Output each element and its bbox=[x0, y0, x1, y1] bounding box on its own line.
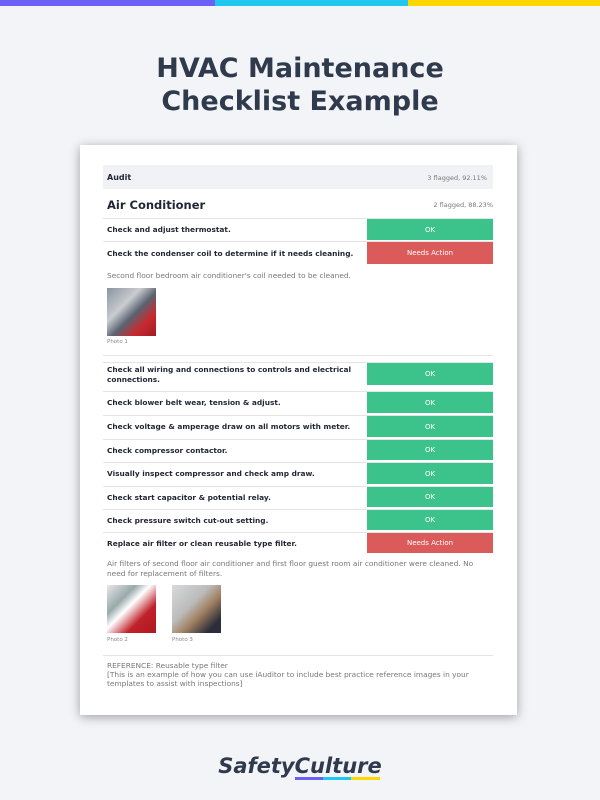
checklist-question: Check and adjust thermostat. bbox=[107, 225, 231, 234]
photo-thumbnail[interactable] bbox=[107, 288, 156, 336]
checklist-question: Check compressor contactor. bbox=[107, 445, 228, 455]
checklist-row: Check all wiring and connections to cont… bbox=[103, 362, 493, 385]
checklist-question: Check blower belt wear, tension & adjust… bbox=[107, 398, 281, 407]
status-needs-action-button[interactable]: Needs Action bbox=[367, 533, 493, 553]
audit-score: 3 flagged, 92.11% bbox=[427, 174, 487, 182]
checklist-row: Replace air filter or clean reusable typ… bbox=[103, 532, 493, 553]
checklist-question: Visually inspect compressor and check am… bbox=[107, 469, 315, 478]
checklist-question: Check start capacitor & potential relay. bbox=[107, 492, 271, 502]
checklist-row: Check the condenser coil to determine if… bbox=[103, 241, 493, 264]
checklist-question: Check pressure switch cut-out setting. bbox=[107, 515, 269, 525]
status-ok-button[interactable]: OK bbox=[367, 392, 493, 413]
checklist-question: Check the condenser coil to determine if… bbox=[107, 248, 354, 258]
status-needs-action-button[interactable]: Needs Action bbox=[367, 242, 493, 264]
accent-bar-yellow bbox=[408, 0, 600, 6]
item-note: Second floor bedroom air conditioner's c… bbox=[107, 271, 351, 280]
safetyculture-logo: SafetyCulture bbox=[218, 754, 382, 778]
report-document: Audit 3 flagged, 92.11% Air Conditioner … bbox=[80, 145, 517, 715]
checklist-row: Check blower belt wear, tension & adjust… bbox=[103, 391, 493, 413]
status-ok-button[interactable]: OK bbox=[367, 463, 493, 484]
reference-description: [This is an example of how you can use i… bbox=[107, 670, 469, 688]
audit-header: Audit 3 flagged, 92.11% bbox=[103, 165, 493, 189]
divider bbox=[103, 655, 493, 656]
logo-underline bbox=[295, 777, 380, 780]
checklist-row: Check start capacitor & potential relay.… bbox=[103, 486, 493, 507]
section-score: 2 flagged, 88.23% bbox=[433, 201, 493, 209]
status-ok-button[interactable]: OK bbox=[367, 440, 493, 460]
status-ok-button[interactable]: OK bbox=[367, 510, 493, 530]
accent-bar-purple bbox=[0, 0, 215, 6]
status-ok-button[interactable]: OK bbox=[367, 219, 493, 240]
status-ok-button[interactable]: OK bbox=[367, 363, 493, 385]
checklist-question: Replace air filter or clean reusable typ… bbox=[107, 538, 297, 548]
checklist-question: Check all wiring and connections to cont… bbox=[107, 365, 352, 384]
reference-text: REFERENCE: Reusable type filter [This is… bbox=[107, 661, 487, 688]
reference-title: REFERENCE: Reusable type filter bbox=[107, 661, 228, 670]
checklist-row: Check compressor contactor. OK bbox=[103, 439, 493, 460]
status-ok-button[interactable]: OK bbox=[367, 487, 493, 507]
status-ok-button[interactable]: OK bbox=[367, 416, 493, 437]
photo-caption: Photo 3 bbox=[172, 637, 193, 643]
checklist-row: Check pressure switch cut-out setting. OK bbox=[103, 509, 493, 530]
checklist-row: Check voltage & amperage draw on all mot… bbox=[103, 415, 493, 437]
photo-thumbnail[interactable] bbox=[172, 585, 221, 633]
item-note: Air filters of second floor air conditio… bbox=[107, 559, 474, 578]
photo-caption: Photo 2 bbox=[107, 637, 128, 643]
photo-caption: Photo 1 bbox=[107, 339, 128, 345]
photo-thumbnail[interactable] bbox=[107, 585, 156, 633]
checklist-question: Check voltage & amperage draw on all mot… bbox=[107, 422, 351, 431]
audit-label: Audit bbox=[107, 173, 132, 182]
section-title: Air Conditioner bbox=[107, 198, 206, 212]
page-title: HVAC Maintenance Checklist Example bbox=[156, 53, 444, 117]
checklist-row: Check and adjust thermostat. OK bbox=[103, 218, 493, 240]
accent-bar-cyan bbox=[215, 0, 408, 6]
divider bbox=[103, 355, 493, 356]
checklist-row: Visually inspect compressor and check am… bbox=[103, 462, 493, 484]
